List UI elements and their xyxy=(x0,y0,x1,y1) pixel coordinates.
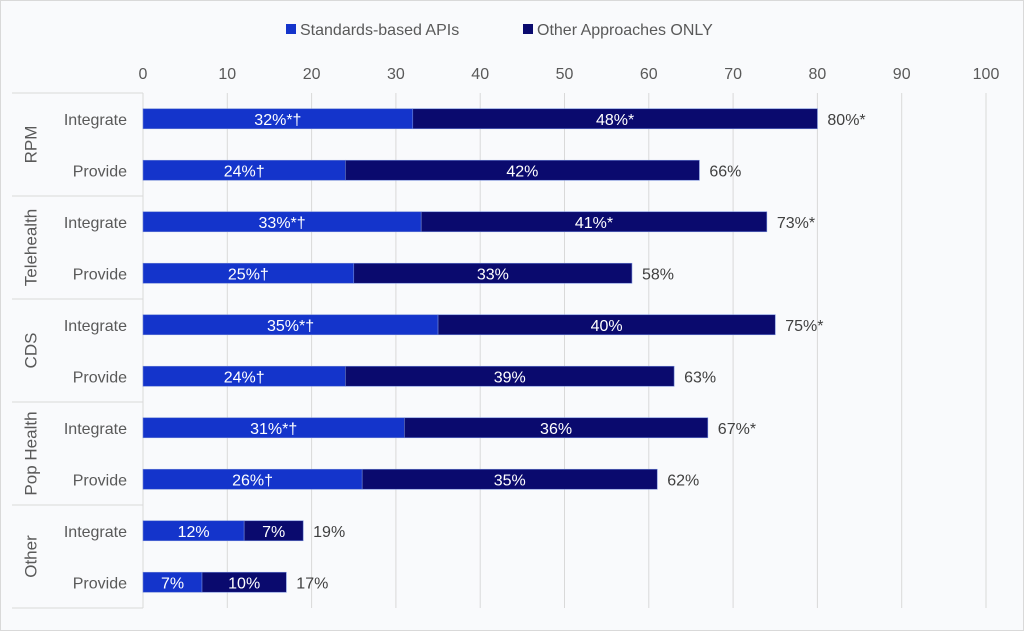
x-tick-label: 20 xyxy=(303,66,321,83)
group-label: Pop Health xyxy=(21,411,40,495)
group-label: Other xyxy=(21,535,40,578)
category-label: Provide xyxy=(73,472,127,489)
data-label: 41%* xyxy=(575,215,613,232)
data-label: 40% xyxy=(591,318,623,335)
category-label: Integrate xyxy=(64,524,127,541)
bar-segment xyxy=(345,159,700,181)
data-label: 24%† xyxy=(224,369,265,386)
group-label: Telehealth xyxy=(21,209,40,287)
total-label: 66% xyxy=(709,163,741,180)
bar-segment xyxy=(404,417,709,439)
bar-segment xyxy=(420,211,768,233)
data-label: 48%* xyxy=(596,112,634,129)
x-tick-label: 70 xyxy=(724,66,742,83)
category-label: Provide xyxy=(73,163,127,180)
data-label: 31%*† xyxy=(250,421,297,438)
total-label: 19% xyxy=(313,524,345,541)
data-label: 33%*† xyxy=(259,215,306,232)
data-label: 24%† xyxy=(224,163,265,180)
bar-segment xyxy=(412,108,818,130)
total-label: 17% xyxy=(296,575,328,592)
x-tick-label: 90 xyxy=(893,66,911,83)
data-label: 32%*† xyxy=(254,112,301,129)
data-label: 33% xyxy=(477,266,509,283)
bar-segment xyxy=(353,262,633,284)
total-label: 67%* xyxy=(718,421,756,438)
category-label: Provide xyxy=(73,369,127,386)
legend-swatch xyxy=(286,24,296,34)
category-label: Integrate xyxy=(64,421,127,438)
x-tick-label: 50 xyxy=(556,66,574,83)
x-tick-label: 0 xyxy=(139,66,148,83)
data-label: 35%*† xyxy=(267,318,314,335)
category-label: Integrate xyxy=(64,112,127,129)
x-tick-label: 30 xyxy=(387,66,405,83)
bar-segment xyxy=(201,571,287,593)
data-label: 7% xyxy=(161,575,184,592)
bar-segment xyxy=(361,468,658,490)
x-tick-label: 80 xyxy=(809,66,827,83)
total-label: 73%* xyxy=(777,215,815,232)
data-label: 35% xyxy=(494,472,526,489)
total-label: 58% xyxy=(642,266,674,283)
data-label: 42% xyxy=(506,163,538,180)
x-tick-label: 100 xyxy=(973,66,1000,83)
data-label: 25%† xyxy=(228,266,269,283)
data-label: 36% xyxy=(540,421,572,438)
total-label: 62% xyxy=(667,472,699,489)
group-label: RPM xyxy=(21,126,40,164)
bar-segment xyxy=(345,365,675,387)
category-label: Provide xyxy=(73,575,127,592)
data-label: 7% xyxy=(262,524,285,541)
x-tick-label: 40 xyxy=(471,66,489,83)
category-label: Integrate xyxy=(64,215,127,232)
total-label: 63% xyxy=(684,369,716,386)
total-label: 80%* xyxy=(827,112,865,129)
legend-label: Other Approaches ONLY xyxy=(537,22,713,39)
x-tick-label: 10 xyxy=(218,66,236,83)
legend-swatch xyxy=(523,24,533,34)
bar-segment xyxy=(243,520,304,542)
category-label: Provide xyxy=(73,266,127,283)
legend-label: Standards-based APIs xyxy=(300,22,459,39)
data-label: 12% xyxy=(178,524,210,541)
group-label: CDS xyxy=(21,333,40,369)
data-label: 10% xyxy=(228,575,260,592)
bar-segment xyxy=(437,314,776,336)
x-tick-label: 60 xyxy=(640,66,658,83)
data-label: 26%† xyxy=(232,472,273,489)
category-label: Integrate xyxy=(64,318,127,335)
data-label: 39% xyxy=(494,369,526,386)
total-label: 75%* xyxy=(785,318,823,335)
